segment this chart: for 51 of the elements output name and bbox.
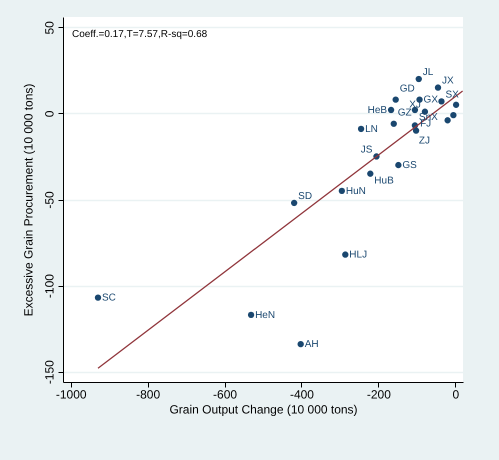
y-tick-label: 50 (42, 20, 56, 35)
annotation: ZJ (418, 135, 430, 146)
point (434, 84, 442, 91)
annotation: HuN (346, 186, 366, 197)
annotation: GD (400, 84, 415, 95)
point (452, 102, 460, 108)
y-tick-label: -150 (42, 360, 56, 384)
point (444, 117, 451, 124)
y-tick-label: -100 (42, 274, 56, 298)
annotation: GS (402, 160, 418, 172)
x-tick-label: -800 (136, 388, 160, 402)
point (438, 98, 445, 105)
annotation: HeB (368, 104, 388, 116)
annotation: JS (360, 144, 373, 156)
point (358, 126, 364, 132)
point (390, 120, 397, 127)
annotation: SC (102, 292, 116, 304)
y-tick-label: 0 (42, 110, 56, 118)
annotation: SX (445, 89, 460, 100)
point (367, 170, 374, 177)
x-axis-title: Grain Output Change (10 000 tons) (169, 402, 358, 416)
annotation: GX (424, 94, 438, 106)
annotation: GZ (398, 108, 412, 119)
annotation: JL (422, 66, 434, 78)
point (412, 127, 420, 134)
x-tick-label: -600 (213, 388, 238, 402)
annotation: HLJ (349, 250, 368, 261)
point (290, 200, 298, 206)
point (342, 251, 348, 258)
point (450, 112, 457, 118)
point (388, 106, 394, 114)
x-tick-label: -1000 (56, 388, 87, 402)
x-tick-label: -200 (366, 388, 392, 402)
point (338, 188, 346, 194)
x-tick-label: -400 (290, 388, 314, 402)
annotation: AH (304, 339, 319, 350)
point (392, 96, 399, 103)
y-axis-title: Excessive Grain Procurement (10 000 tons) (22, 84, 36, 316)
point (248, 312, 254, 318)
point (395, 162, 402, 168)
x-tick-label: 0 (452, 388, 460, 402)
annotation: HeN (255, 310, 276, 321)
point (94, 294, 102, 301)
annotation: SD (298, 190, 312, 202)
annotation: Coeff.=0.17,T=7.57,R-sq=0.68 (72, 29, 208, 40)
annotation: JX (442, 76, 454, 87)
annotation: HuB (374, 176, 394, 187)
point (298, 340, 304, 348)
annotation: LN (365, 124, 378, 135)
point (416, 76, 422, 82)
y-tick-label: -50 (42, 191, 56, 209)
